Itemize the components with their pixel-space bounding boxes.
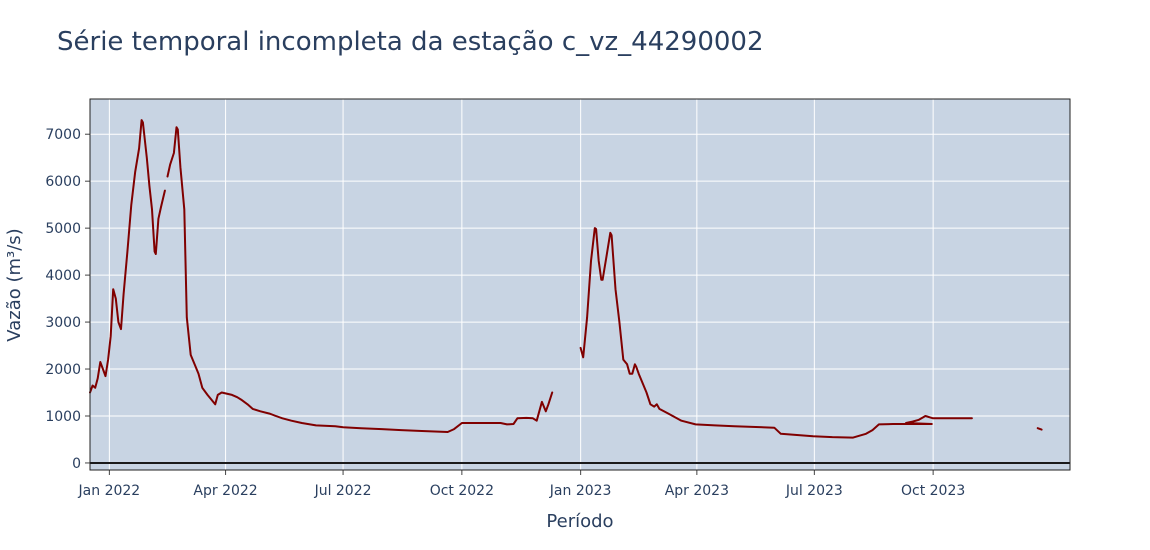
y-tick-label: 1000 xyxy=(45,409,81,425)
plot-frame xyxy=(89,98,1071,471)
grid-lines xyxy=(90,99,1070,470)
plot-area xyxy=(90,99,1070,470)
y-tick-label: 4000 xyxy=(45,268,81,284)
chart-title: Série temporal incompleta da estação c_v… xyxy=(57,27,764,57)
x-tick-label: Apr 2023 xyxy=(665,483,729,499)
x-tick-label: Apr 2022 xyxy=(193,483,257,499)
y-tick-label: 3000 xyxy=(45,315,81,331)
series-line-segment xyxy=(579,227,973,439)
y-tick-label: 5000 xyxy=(45,221,81,237)
x-tick-label: Jan 2023 xyxy=(549,483,612,499)
x-tick-label: Jan 2022 xyxy=(78,483,141,499)
series-line-segment xyxy=(89,119,166,394)
series-lines xyxy=(89,119,1043,439)
x-tick-label: Oct 2023 xyxy=(901,483,965,499)
x-axis-title: Período xyxy=(546,511,613,532)
y-tick-label: 0 xyxy=(72,456,81,472)
x-tick-label: Jul 2023 xyxy=(785,483,843,499)
series-line-segment xyxy=(1036,427,1043,431)
series-line-segment xyxy=(166,126,554,433)
y-tick-label: 6000 xyxy=(45,174,81,190)
y-tick-label: 2000 xyxy=(45,362,81,378)
x-tick-label: Jul 2022 xyxy=(314,483,372,499)
y-axis-title: Vazão (m³/s) xyxy=(4,228,25,341)
x-axis-ticks: Jan 2022 Apr 2022 Jul 2022 Oct 2022 Jan 2023… xyxy=(78,470,965,499)
y-axis-ticks: 0 1000 2000 3000 4000 5000 6000 7000 xyxy=(45,127,90,472)
x-tick-label: Oct 2022 xyxy=(430,483,494,499)
y-tick-label: 7000 xyxy=(45,127,81,143)
